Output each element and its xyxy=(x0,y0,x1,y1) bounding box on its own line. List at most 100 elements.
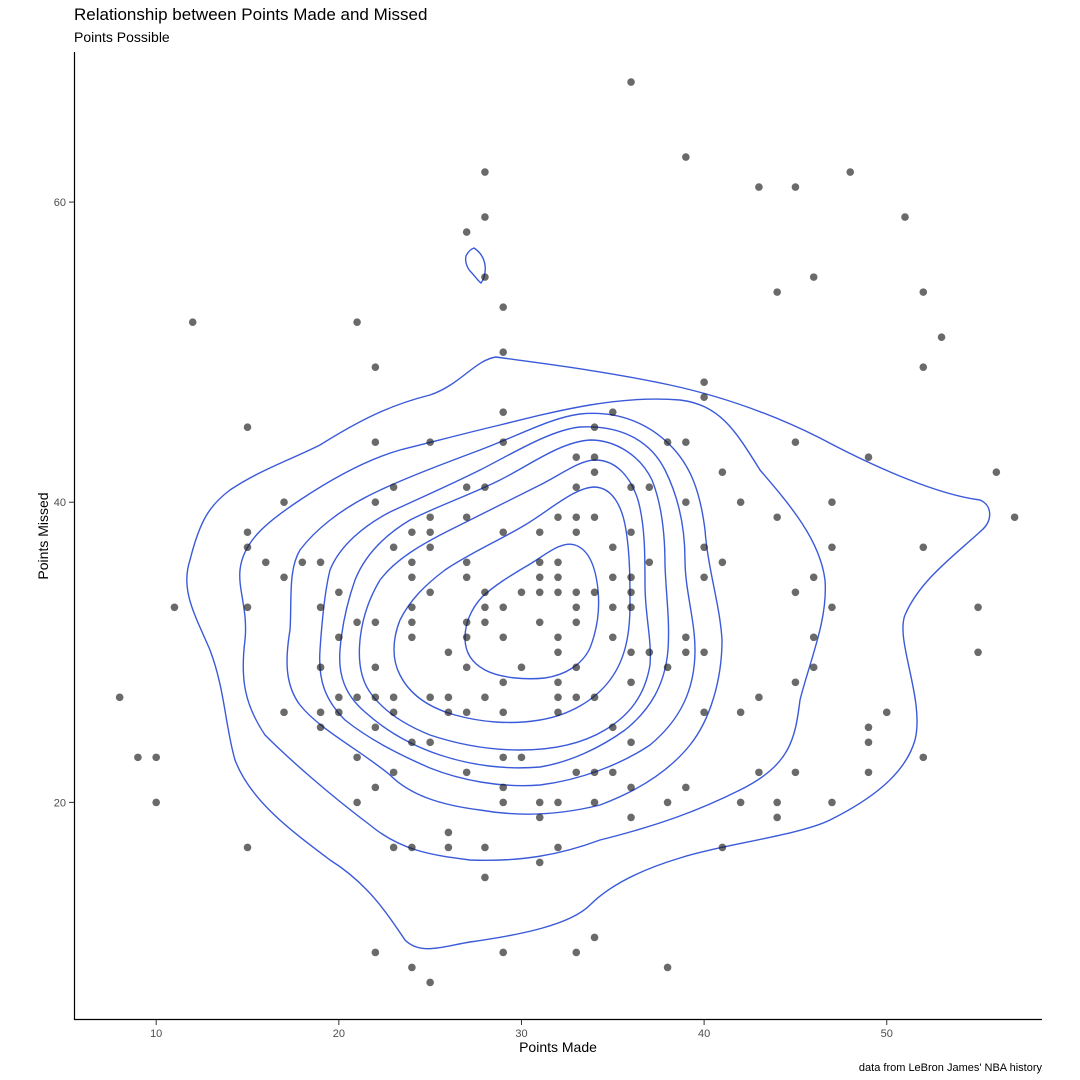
data-point xyxy=(462,228,471,236)
data-point xyxy=(700,543,708,552)
data-point xyxy=(499,348,508,356)
data-point xyxy=(828,603,836,612)
data-point xyxy=(627,783,635,792)
data-point xyxy=(627,813,635,822)
data-point xyxy=(554,588,562,597)
data-point xyxy=(663,963,672,972)
x-tick-label: 40 xyxy=(698,1028,710,1040)
data-point xyxy=(115,693,124,702)
data-point xyxy=(462,513,471,522)
data-point xyxy=(700,648,708,657)
data-point xyxy=(682,498,690,507)
data-point xyxy=(554,678,562,687)
data-point xyxy=(590,468,599,477)
data-point xyxy=(444,648,453,657)
data-point xyxy=(736,708,745,717)
data-point xyxy=(791,438,800,447)
data-point xyxy=(718,468,727,477)
data-point xyxy=(426,438,434,447)
data-point xyxy=(462,618,471,627)
data-point xyxy=(809,573,818,582)
data-point xyxy=(499,798,508,807)
data-point xyxy=(828,798,836,807)
data-point xyxy=(335,693,343,702)
data-point xyxy=(462,663,471,672)
data-point xyxy=(608,723,617,732)
data-point xyxy=(535,798,544,807)
data-point xyxy=(481,603,489,612)
data-point xyxy=(663,663,672,672)
data-point xyxy=(353,693,361,702)
data-point xyxy=(261,558,270,567)
density-contour-1 xyxy=(464,247,486,284)
data-point xyxy=(590,798,599,807)
chart-title: Relationship between Points Made and Mis… xyxy=(74,5,427,24)
data-point xyxy=(535,573,544,582)
data-point xyxy=(535,528,544,537)
data-point xyxy=(572,528,581,537)
data-point xyxy=(462,573,471,582)
data-point xyxy=(901,213,909,221)
data-point xyxy=(627,588,635,597)
data-point xyxy=(444,828,453,837)
data-point xyxy=(1010,513,1019,522)
data-point xyxy=(335,588,343,597)
data-point xyxy=(462,483,471,492)
data-point xyxy=(755,693,763,702)
data-point xyxy=(682,438,690,447)
data-point xyxy=(499,438,508,447)
data-point xyxy=(188,318,197,326)
data-point xyxy=(791,183,800,191)
data-point xyxy=(298,558,307,567)
data-point xyxy=(243,423,252,431)
data-point xyxy=(389,768,398,777)
data-point xyxy=(974,648,982,657)
data-point xyxy=(700,573,708,582)
data-point xyxy=(773,798,781,807)
data-point xyxy=(371,948,380,957)
data-point xyxy=(919,363,928,371)
data-point xyxy=(426,693,434,702)
data-point xyxy=(535,618,544,627)
data-point xyxy=(134,753,142,762)
data-point xyxy=(645,483,654,492)
data-point xyxy=(353,798,361,807)
density-contour-7 xyxy=(358,459,652,751)
points-layer xyxy=(115,78,1019,987)
data-point xyxy=(499,408,508,416)
data-point xyxy=(627,738,635,747)
data-point xyxy=(389,483,398,492)
data-point xyxy=(608,543,617,552)
x-axis-ticks: 10 20 30 40 50 xyxy=(150,1020,893,1040)
data-point xyxy=(700,393,708,401)
data-point xyxy=(590,453,599,462)
data-point xyxy=(828,543,836,552)
data-point xyxy=(499,678,508,687)
data-point xyxy=(608,768,617,777)
data-point xyxy=(535,858,544,867)
data-point xyxy=(353,318,361,326)
data-point xyxy=(389,693,398,702)
data-point xyxy=(426,738,434,747)
data-point xyxy=(371,723,380,732)
data-point xyxy=(426,528,434,537)
data-point xyxy=(755,768,763,777)
data-point xyxy=(608,573,617,582)
data-point xyxy=(481,213,489,221)
data-point xyxy=(335,633,343,642)
data-point xyxy=(572,603,581,612)
data-point xyxy=(444,708,453,717)
x-tick-label: 10 xyxy=(150,1028,162,1040)
density-contour-8 xyxy=(393,486,631,724)
data-point xyxy=(554,798,562,807)
data-point xyxy=(280,573,288,582)
data-point xyxy=(846,168,855,176)
data-point xyxy=(517,588,526,597)
data-point xyxy=(444,843,453,852)
data-point xyxy=(809,633,818,642)
data-point xyxy=(627,528,635,537)
density-contour-9 xyxy=(464,543,600,680)
density-contour-2 xyxy=(186,356,991,950)
data-point xyxy=(499,708,508,717)
data-point xyxy=(462,768,471,777)
